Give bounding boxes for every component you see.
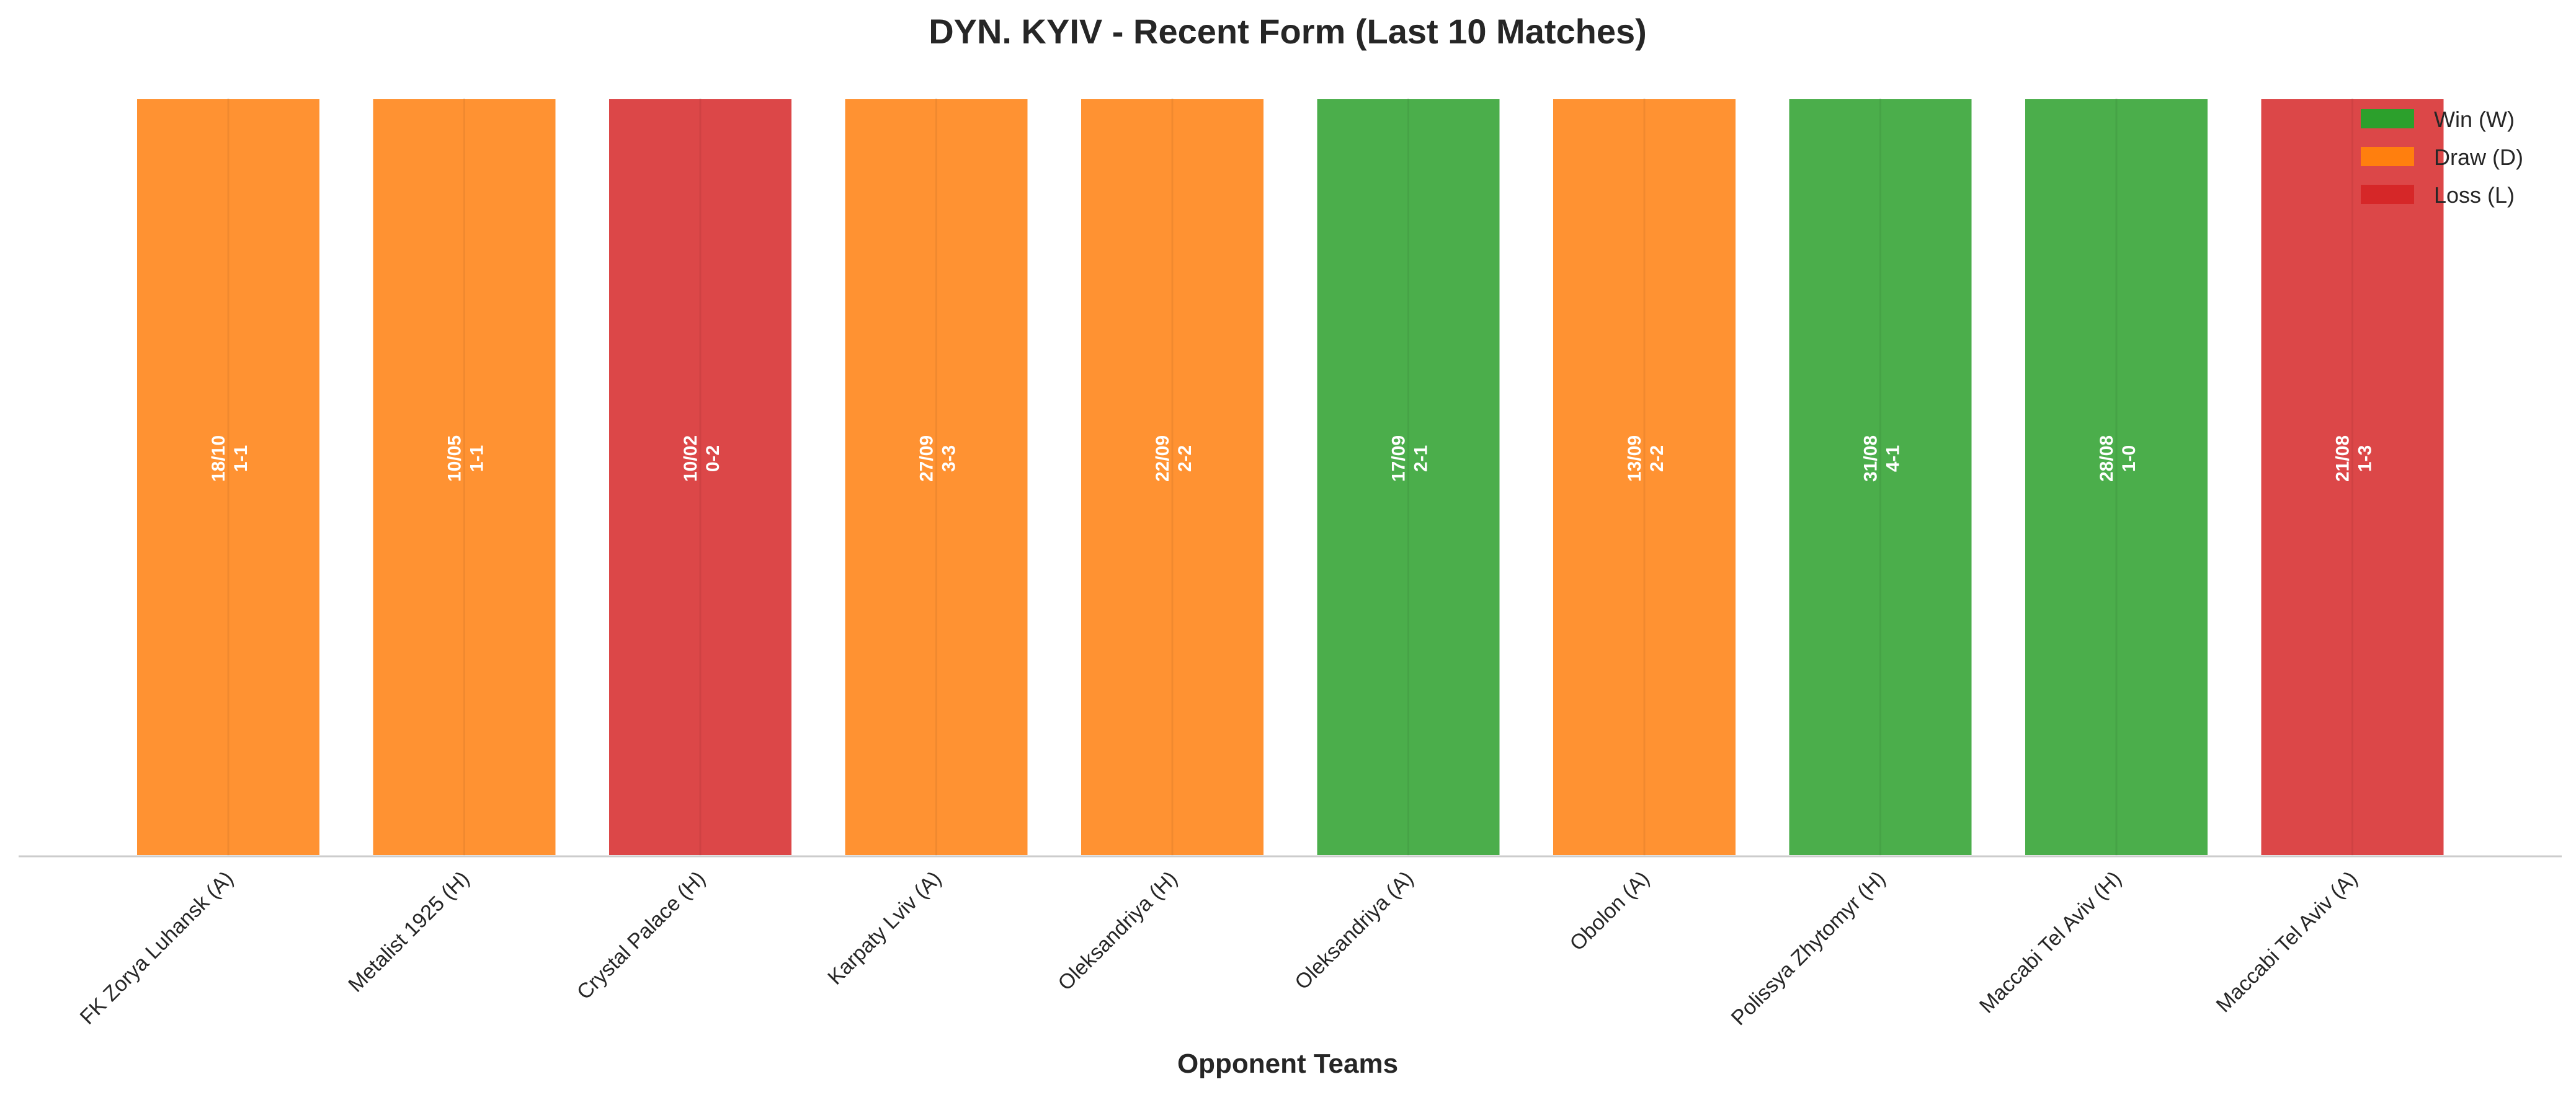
bar-date-label: 10/02 [680,435,701,482]
bar-date-label: 27/09 [917,435,937,482]
bar-score-label: 2-1 [1411,445,1432,472]
bar-date-label: 21/08 [2333,435,2353,482]
bar-score-label: 1-0 [2119,445,2139,472]
bar-labels-layer: 18/10 1-1 10/05 1-1 10/02 0-2 27/09 3-3 22/09 2-2… [208,435,2376,482]
bar-9 [2023,97,2210,858]
bar-score-label: 1-1 [231,445,251,472]
bar-score-label: 4-1 [1883,445,1904,472]
bar-date-label: 31/08 [1861,435,1881,482]
x-axis-label: Opponent Teams [1177,1049,1398,1079]
bar-label-3: 10/02 0-2 [680,435,723,482]
bar-label-4: 27/09 3-3 [917,435,960,482]
bar-score-label: 3-3 [939,445,960,472]
bar-label-5: 22/09 2-2 [1152,435,1195,482]
bar-8 [1786,97,1974,858]
bar-label-8: 31/08 4-1 [1861,435,1904,482]
bar-label-2: 10/05 1-1 [445,435,488,482]
bar-score-label: 2-2 [1175,445,1195,472]
bar-3 [607,97,794,858]
bar-7 [1551,97,1738,858]
bar-1 [135,97,322,858]
bar-date-label: 17/09 [1389,435,1409,482]
bar-10 [2258,97,2446,858]
bar-date-label: 28/08 [2097,435,2117,482]
bar-label-6: 17/09 2-1 [1389,435,1432,482]
bar-score-label: 0-2 [703,445,723,472]
legend-swatch-l [2361,185,2414,204]
bar-label-1: 18/10 1-1 [208,435,251,482]
bar-date-label: 22/09 [1152,435,1173,482]
legend: Win (W) Draw (D) Loss (L) [2361,107,2523,208]
legend-swatch-w [2361,109,2414,128]
bar-5 [1079,97,1266,858]
bar-score-label: 1-3 [2355,445,2376,472]
legend-label-d: Draw (D) [2434,144,2523,170]
bar-date-label: 10/05 [445,435,465,482]
bar-date-label: 13/09 [1624,435,1645,482]
legend-label-w: Win (W) [2434,107,2515,132]
bar-label-7: 13/09 2-2 [1624,435,1667,482]
bar-date-label: 18/10 [208,435,229,482]
bars-layer [135,97,2446,858]
legend-label-l: Loss (L) [2434,182,2515,208]
chart-title: DYN. KYIV - Recent Form (Last 10 Matches… [929,12,1647,51]
bar-label-10: 21/08 1-3 [2333,435,2376,482]
bar-score-label: 1-1 [467,445,488,472]
bar-6 [1314,97,1502,858]
bar-score-label: 2-2 [1647,445,1667,472]
legend-swatch-d [2361,147,2414,166]
bar-label-9: 28/08 1-0 [2097,435,2139,482]
bar-4 [842,97,1030,858]
